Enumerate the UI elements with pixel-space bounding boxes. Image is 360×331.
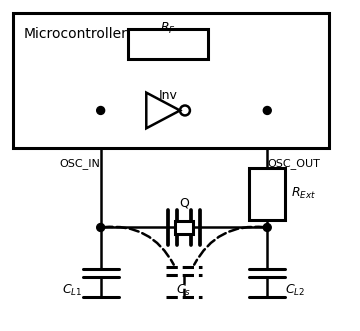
Circle shape bbox=[263, 223, 271, 231]
Text: $R_F$: $R_F$ bbox=[160, 21, 176, 36]
Text: $C_s$: $C_s$ bbox=[176, 283, 192, 298]
Bar bbox=[175, 220, 193, 234]
Text: $C_{L2}$: $C_{L2}$ bbox=[285, 283, 305, 298]
Bar bbox=[129, 29, 208, 59]
Bar bbox=[249, 168, 285, 219]
Circle shape bbox=[97, 107, 105, 115]
Circle shape bbox=[263, 107, 271, 115]
Circle shape bbox=[97, 223, 105, 231]
Text: $R_{Ext}$: $R_{Ext}$ bbox=[291, 186, 316, 201]
Text: Inv: Inv bbox=[159, 89, 177, 102]
Text: OSC_IN: OSC_IN bbox=[60, 158, 101, 169]
Text: OSC_OUT: OSC_OUT bbox=[267, 158, 320, 169]
Text: $C_{L1}$: $C_{L1}$ bbox=[63, 283, 83, 298]
Text: Microcontroller: Microcontroller bbox=[23, 27, 127, 41]
Text: Q: Q bbox=[179, 197, 189, 210]
Bar bbox=[13, 13, 329, 148]
